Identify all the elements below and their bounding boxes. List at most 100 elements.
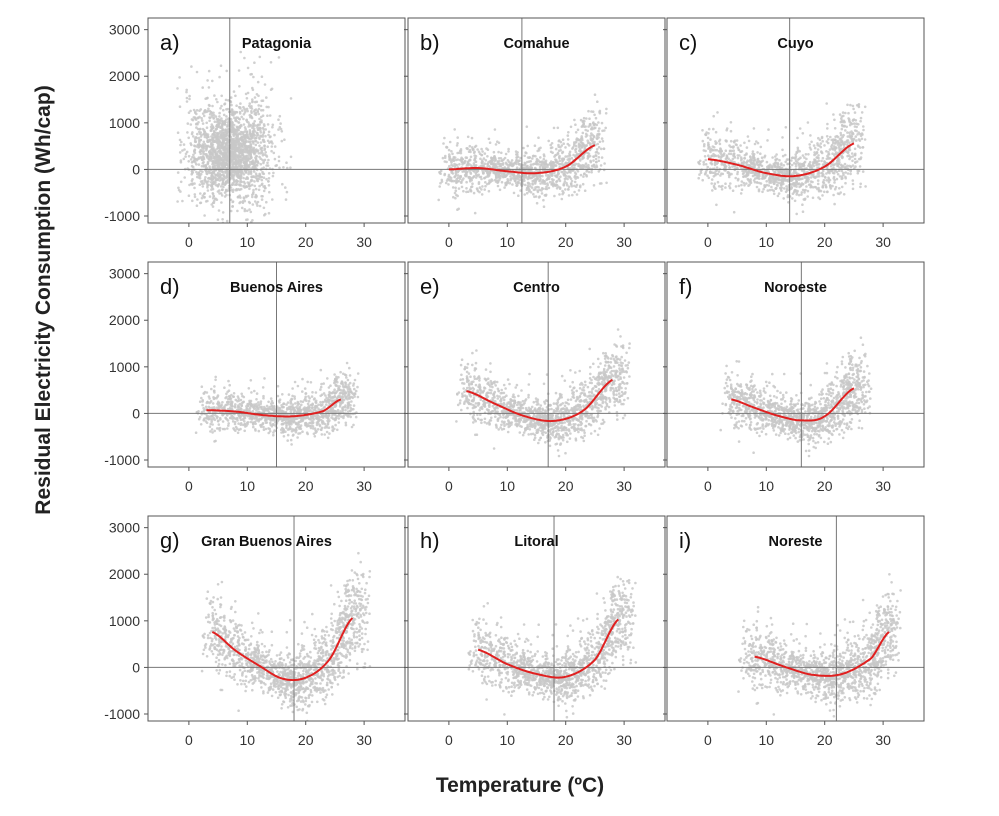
y-tick-label: 1000 [109, 115, 140, 131]
scatter-point [820, 135, 824, 139]
scatter-point [266, 114, 269, 117]
scatter-point [707, 154, 710, 157]
scatter-point [215, 120, 219, 124]
scatter-point [532, 192, 535, 196]
scatter-point [842, 133, 845, 137]
scatter-point [341, 408, 345, 412]
scatter-point [576, 170, 580, 173]
scatter-point [559, 149, 562, 152]
scatter-point [744, 174, 747, 177]
x-tick-label: 20 [298, 234, 314, 250]
scatter-point [596, 100, 599, 103]
scatter-point [194, 118, 198, 121]
scatter-point [215, 152, 219, 156]
scatter-point [246, 140, 250, 143]
scatter-point [566, 134, 570, 137]
scatter-point [277, 159, 281, 163]
scatter-point [202, 151, 205, 154]
scatter-point [837, 156, 840, 160]
scatter-point [776, 161, 780, 165]
scatter-point [440, 178, 444, 182]
scatter-point [498, 162, 502, 166]
scatter-point [250, 178, 253, 182]
scatter-point [822, 173, 825, 176]
scatter-point [798, 185, 801, 189]
scatter-point [729, 129, 733, 133]
scatter-point [291, 434, 295, 437]
scatter-point [262, 128, 266, 131]
scatter-point [703, 155, 707, 158]
scatter-point [567, 194, 571, 197]
scatter-point [516, 160, 520, 164]
scatter-point [439, 172, 442, 175]
scatter-point [319, 388, 322, 391]
scatter-point [235, 171, 239, 174]
scatter-point [731, 157, 735, 161]
scatter-point [239, 187, 243, 191]
scatter-point [820, 171, 823, 175]
scatter-point [239, 180, 242, 184]
scatter-point [816, 179, 820, 182]
scatter-point [265, 232, 268, 235]
scatter-point [219, 162, 222, 165]
scatter-point [550, 178, 554, 181]
scatter-point [191, 178, 194, 181]
scatter-point [199, 192, 202, 195]
scatter-point [781, 148, 784, 152]
scatter-point [794, 153, 797, 156]
scatter-point [217, 209, 221, 212]
scatter-point [860, 111, 864, 114]
scatter-point [508, 181, 512, 185]
scatter-point [237, 132, 241, 135]
scatter-point [486, 171, 490, 175]
scatter-point [462, 177, 465, 180]
scatter-point [223, 195, 227, 198]
y-tick-label: 3000 [109, 22, 140, 38]
scatter-point [348, 366, 351, 370]
scatter-point [833, 118, 836, 122]
scatter-point [833, 181, 836, 184]
scatter-point [496, 184, 500, 188]
scatter-point [809, 164, 812, 168]
scatter-point [187, 154, 191, 158]
scatter-point [478, 186, 482, 189]
scatter-point [829, 165, 833, 168]
scatter-point [211, 154, 215, 158]
scatter-point [259, 147, 263, 151]
scatter-point [201, 161, 205, 165]
scatter-point [239, 107, 242, 110]
scatter-point [524, 162, 527, 165]
scatter-point [775, 180, 778, 184]
scatter-point [544, 174, 548, 177]
scatter-point [232, 137, 236, 141]
scatter-point [199, 180, 203, 183]
scatter-point [574, 162, 578, 166]
scatter-point [277, 155, 281, 159]
scatter-point [739, 192, 743, 195]
scatter-point [198, 109, 201, 112]
scatter-point [791, 197, 794, 200]
scatter-point [584, 125, 587, 128]
scatter-point [827, 138, 830, 141]
scatter-point [582, 116, 586, 120]
scatter-point [192, 116, 196, 119]
scatter-point [825, 150, 828, 153]
scatter-point [813, 146, 817, 150]
scatter-point [185, 88, 188, 92]
scatter-point [509, 175, 512, 178]
scatter-point [575, 193, 579, 196]
scatter-point [848, 131, 851, 134]
scatter-point [232, 134, 236, 138]
scatter-point [782, 187, 786, 190]
scatter-point [255, 93, 259, 96]
scatter-point [473, 163, 476, 167]
scatter-point [490, 157, 494, 161]
scatter-point [262, 160, 266, 163]
scatter-point [826, 127, 829, 130]
scatter-point [586, 154, 590, 158]
scatter-point [712, 127, 715, 131]
scatter-point [851, 159, 854, 163]
scatter-point [834, 185, 838, 189]
scatter-point [853, 147, 857, 151]
scatter-point [273, 157, 277, 161]
